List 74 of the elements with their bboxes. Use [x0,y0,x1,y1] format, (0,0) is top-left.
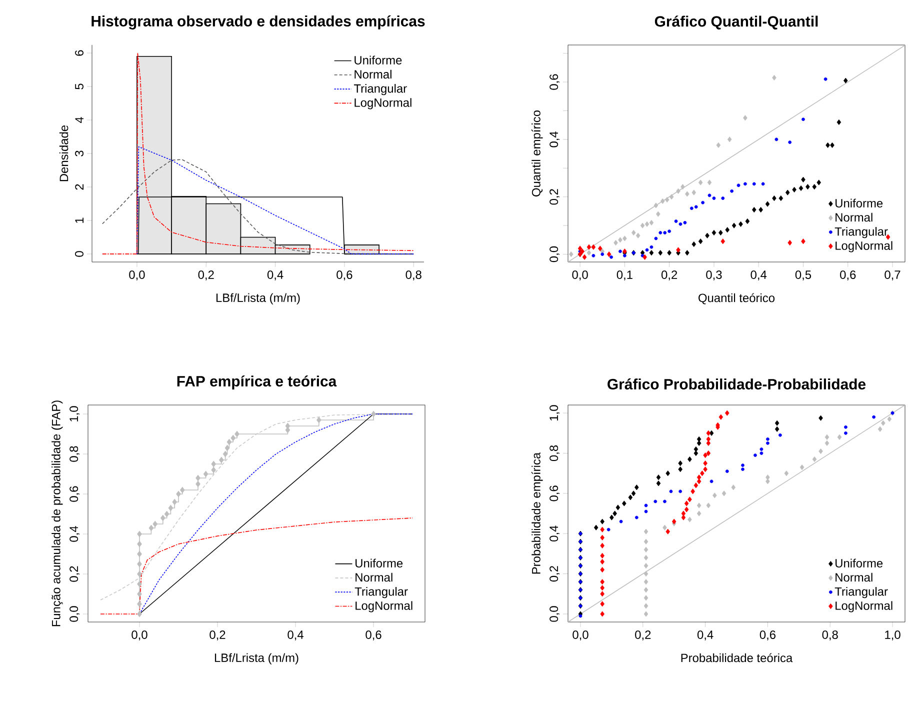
y-tick-label: 2 [75,184,84,190]
y-tick-label: 0,0 [550,246,560,262]
y-tick-label: 1 [75,218,84,223]
y-tick-label: 0,6 [70,486,80,502]
legend-label: LogNormal [836,241,892,252]
chart-title: Gráfico Probabilidade-Probabilidade [608,378,866,390]
x-tick-label: 1,0 [885,630,900,640]
x-tick-label: 0,2 [661,270,678,280]
y-tick-label: 0 [75,251,84,257]
x-tick-label: 0,8 [822,630,838,640]
x-tick-label: 0,4 [697,630,714,640]
y-tick-label: 0,6 [550,74,560,90]
y-axis-title: Probabilidade empírica [531,452,543,574]
x-tick-label: 0,0 [572,630,588,640]
y-tick-label: 0,2 [550,566,560,582]
legend-label: Normal [836,212,872,222]
y-tick-label: 1,0 [550,405,560,420]
legend-label: Triangular [834,587,888,598]
y-tick-label: 5 [75,84,84,90]
x-tick-label: 0,4 [267,270,284,280]
x-tick-label: 0,7 [884,270,900,280]
y-tick-label: 0,8 [70,446,80,462]
legend-label: Normal [354,70,392,79]
y-tick-label: 0,2 [70,566,80,582]
x-axis-title: Quantil teórico [698,293,775,304]
x-tick-label: 0,2 [198,270,214,280]
y-axis-title: Densidade [59,125,68,182]
y-axis-title: Quantil empírico [531,110,543,196]
x-tick-label: 0,6 [336,270,352,280]
legend-label: Uniforme [354,56,402,64]
y-tick-label: 0,8 [550,445,560,462]
x-tick-label: 0,3 [706,270,722,280]
x-tick-label: 0,4 [750,270,767,280]
legend-label: LogNormal [356,601,412,612]
legend-label: Triangular [354,587,408,598]
y-tick-label: 0,4 [70,526,80,542]
legend-label: Triangular [354,84,407,96]
y-tick-label: 0,4 [550,526,560,542]
chart-title: Histograma observado e densidades empíricas [92,15,425,30]
chart-title: Gráfico Quantil-Quantil [654,16,818,30]
legend-label: Normal [356,572,392,582]
y-axis-title: Função acumulada de probabilidade (FAP) [52,400,63,626]
x-axis-title: Probabilidade teórica [681,653,793,662]
legend-label: Normal [836,572,872,582]
y-tick-label: 0,0 [550,606,560,622]
y-tick-label: 0,0 [70,606,80,622]
x-tick-label: 0,0 [572,270,588,280]
x-axis-title: LBf/Lrista (m/m) [214,653,298,664]
x-axis-title: LBf/Lrista (m/m) [216,293,300,304]
x-tick-label: 0,0 [132,630,148,640]
legend-label: Uniforme [356,558,403,568]
y-tick-label: 0,4 [550,131,560,148]
x-tick-label: 0,5 [795,270,812,280]
x-tick-label: 0,6 [760,630,776,640]
y-tick-label: 4 [75,117,84,124]
x-tick-label: 0,6 [366,630,382,640]
legend-label: LogNormal [836,601,892,612]
x-tick-label: 0,4 [288,630,304,640]
y-tick-label: 1,0 [70,406,80,422]
x-tick-label: 0,6 [840,270,856,280]
y-tick-label: 0,6 [550,486,560,502]
y-tick-label: 6 [75,50,84,56]
x-tick-label: 0,8 [406,270,422,280]
legend-label: Uniforme [836,198,883,208]
legend-label: Uniforme [836,558,883,568]
x-tick-label: 0,1 [616,270,632,280]
legend-label: Triangular [834,227,888,238]
x-tick-label: 0,0 [129,270,145,280]
x-tick-label: 0,2 [635,630,651,640]
x-tick-label: 0,2 [210,630,226,640]
y-tick-label: 3 [75,150,84,156]
chart-title: FAP empírica e teórica [177,375,337,390]
legend-label: LogNormal [354,98,412,110]
y-tick-label: 0,2 [550,189,560,205]
